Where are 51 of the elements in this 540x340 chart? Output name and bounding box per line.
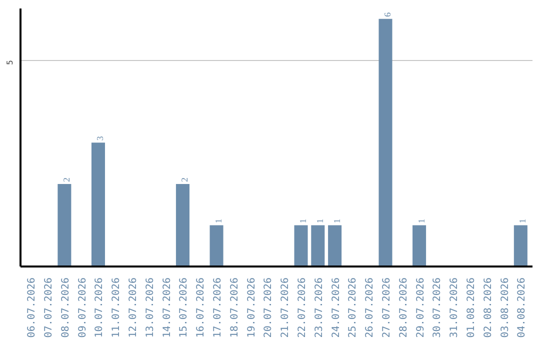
data-label: 1 [332, 218, 342, 224]
data-label: 1 [518, 218, 528, 224]
bar [176, 184, 190, 266]
x-tick-label: 20.07.2026 [263, 277, 274, 338]
x-tick-label: 15.07.2026 [178, 277, 190, 338]
bar [91, 142, 105, 266]
data-label: 6 [382, 12, 392, 17]
x-tick-label: 26.07.2026 [364, 277, 376, 338]
data-label: 1 [298, 218, 308, 224]
x-tick-label: 17.07.2026 [212, 277, 224, 338]
data-label: 1 [314, 218, 325, 224]
x-tick-label: 27.07.2026 [381, 277, 392, 338]
bar [514, 225, 528, 266]
x-tick-label: 18.07.2026 [229, 277, 240, 338]
x-tick-label: 02.08.2026 [482, 277, 494, 338]
bar [311, 225, 325, 266]
x-tick-label: 07.07.2026 [44, 277, 55, 338]
x-tick-label: 19.07.2026 [246, 277, 258, 338]
x-tick-label: 08.07.2026 [60, 277, 72, 338]
bar [58, 184, 72, 266]
data-label: 2 [180, 177, 190, 182]
bar [210, 225, 224, 266]
x-tick-label: 28.07.2026 [398, 277, 410, 338]
x-tick-label: 04.08.2026 [516, 277, 528, 338]
bar [378, 18, 392, 266]
data-label: 2 [61, 177, 72, 182]
y-tick-label: 5 [6, 60, 14, 65]
bar [412, 225, 426, 266]
x-tick-label: 21.07.2026 [280, 277, 292, 338]
x-tick-label: 10.07.2026 [94, 277, 106, 338]
x-tick-label: 16.07.2026 [196, 277, 207, 338]
x-tick-label: 03.08.2026 [500, 277, 511, 338]
x-tick-label: 13.07.2026 [144, 277, 156, 338]
x-tick-label: 25.07.2026 [348, 277, 359, 338]
x-tick-label: 09.07.2026 [77, 277, 88, 338]
x-tick-label: 11.07.2026 [111, 277, 122, 338]
bar [294, 225, 308, 266]
x-tick-label: 01.08.2026 [466, 277, 477, 338]
x-tick-label: 24.07.2026 [330, 277, 342, 338]
x-tick-label: 22.07.2026 [297, 277, 308, 338]
data-label: 1 [416, 218, 426, 224]
x-tick-label: 06.07.2026 [26, 277, 38, 338]
x-tick-label: 23.07.2026 [314, 277, 325, 338]
x-tick-label: 30.07.2026 [432, 277, 444, 338]
x-tick-label: 31.07.2026 [449, 277, 460, 338]
x-tick-label: 12.07.2026 [128, 277, 140, 338]
x-tick-label: 29.07.2026 [415, 277, 426, 338]
x-tick-label: 14.07.2026 [162, 277, 173, 338]
bar [328, 225, 342, 266]
data-label: 3 [95, 136, 106, 141]
data-label: 1 [214, 218, 224, 224]
